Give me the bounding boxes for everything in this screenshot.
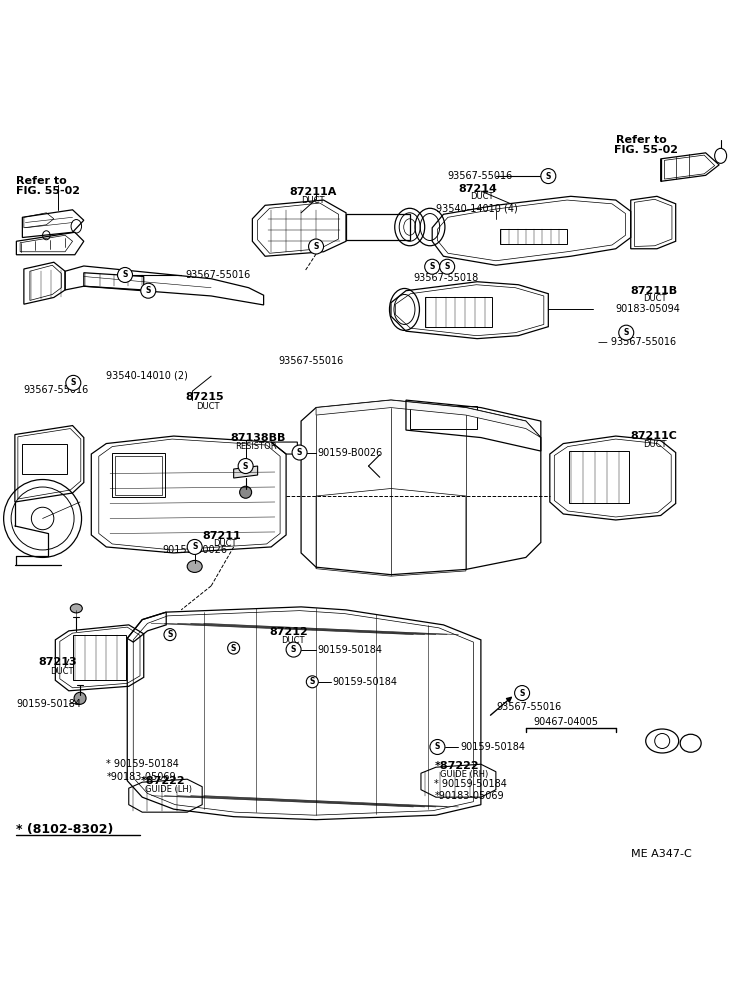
Circle shape <box>164 629 176 641</box>
Text: 90183-05094: 90183-05094 <box>616 305 681 314</box>
Circle shape <box>425 259 440 274</box>
Text: 87211A: 87211A <box>290 186 337 196</box>
Text: S: S <box>435 742 440 752</box>
Text: S: S <box>429 262 435 271</box>
Text: 90159-50184: 90159-50184 <box>460 742 525 752</box>
Circle shape <box>228 642 240 654</box>
Text: 93567-55016: 93567-55016 <box>278 356 344 366</box>
Text: S: S <box>146 287 151 296</box>
Ellipse shape <box>240 486 252 498</box>
Text: 93567-55016: 93567-55016 <box>447 171 512 182</box>
Text: S: S <box>167 630 173 639</box>
Text: *87222: *87222 <box>141 776 186 786</box>
Text: 87212: 87212 <box>270 627 308 637</box>
Bar <box>23 443 68 473</box>
Text: 87211B: 87211B <box>631 286 678 296</box>
Circle shape <box>306 676 318 687</box>
Text: 87213: 87213 <box>39 658 77 668</box>
Text: — 93567-55016: — 93567-55016 <box>598 336 676 346</box>
Circle shape <box>514 685 529 700</box>
Circle shape <box>430 739 445 755</box>
Polygon shape <box>316 400 541 437</box>
Text: 87138BB: 87138BB <box>230 433 285 442</box>
Circle shape <box>66 375 80 391</box>
Text: S: S <box>520 688 525 697</box>
Text: 93567-55016: 93567-55016 <box>496 702 561 712</box>
Ellipse shape <box>187 560 202 572</box>
Text: Refer to: Refer to <box>17 177 67 186</box>
Text: S: S <box>291 645 296 654</box>
Polygon shape <box>234 466 258 478</box>
Text: S: S <box>314 242 319 251</box>
Text: ME A347-C: ME A347-C <box>631 849 692 859</box>
Text: DUCT: DUCT <box>196 402 220 411</box>
Circle shape <box>187 540 202 555</box>
Circle shape <box>286 642 301 657</box>
Text: 93567-55016: 93567-55016 <box>185 270 250 280</box>
Text: 93540-14010 (4): 93540-14010 (4) <box>436 203 517 213</box>
Bar <box>112 452 165 498</box>
Text: *90183-05069: *90183-05069 <box>106 772 176 782</box>
Text: DUCT: DUCT <box>50 667 74 676</box>
Text: 90159-50184: 90159-50184 <box>332 677 398 686</box>
Text: *87222: *87222 <box>435 761 479 771</box>
Bar <box>73 635 126 681</box>
Text: 93567-55016: 93567-55016 <box>24 385 89 396</box>
Text: S: S <box>444 262 450 271</box>
Text: S: S <box>231 644 236 653</box>
Text: 87214: 87214 <box>459 184 497 193</box>
Text: S: S <box>123 271 128 280</box>
Text: GUIDE (LH): GUIDE (LH) <box>145 786 193 795</box>
Text: S: S <box>310 678 315 686</box>
Circle shape <box>541 169 556 184</box>
Text: 90159-B0026: 90159-B0026 <box>317 447 383 457</box>
Text: Refer to: Refer to <box>616 135 666 145</box>
Text: *90183-05069: *90183-05069 <box>435 791 504 801</box>
Text: 90159-50184: 90159-50184 <box>317 645 383 655</box>
Bar <box>499 229 567 244</box>
Text: S: S <box>243 461 248 470</box>
Text: * 90159-50184: * 90159-50184 <box>435 779 508 789</box>
Bar <box>115 455 162 494</box>
Circle shape <box>619 325 634 340</box>
Ellipse shape <box>74 692 86 704</box>
Text: S: S <box>71 378 76 387</box>
Bar <box>410 406 478 429</box>
Bar <box>425 297 492 326</box>
Text: FIG. 55-02: FIG. 55-02 <box>17 186 80 196</box>
Text: S: S <box>546 172 551 181</box>
Text: DUCT: DUCT <box>280 636 305 645</box>
Text: * 90159-50184: * 90159-50184 <box>106 759 179 769</box>
Text: DUCT: DUCT <box>643 439 666 448</box>
Text: S: S <box>297 448 302 457</box>
Text: DUCT: DUCT <box>471 191 494 200</box>
Circle shape <box>292 445 307 460</box>
Text: DUCT: DUCT <box>213 540 236 549</box>
Text: 87211: 87211 <box>202 531 241 541</box>
Text: 93567-55018: 93567-55018 <box>414 273 479 283</box>
Text: DUCT: DUCT <box>301 195 325 204</box>
Circle shape <box>117 268 132 283</box>
Text: FIG. 55-02: FIG. 55-02 <box>614 145 678 155</box>
Ellipse shape <box>71 604 82 613</box>
Text: GUIDE (RH): GUIDE (RH) <box>440 770 488 779</box>
Bar <box>569 451 629 504</box>
Text: 90159-50184: 90159-50184 <box>17 699 81 709</box>
Text: 87215: 87215 <box>185 392 223 402</box>
Text: 87211C: 87211C <box>631 432 678 441</box>
Circle shape <box>141 284 156 299</box>
Text: 90159-60026: 90159-60026 <box>162 545 227 555</box>
Circle shape <box>238 458 253 473</box>
Text: S: S <box>192 543 197 552</box>
Circle shape <box>440 259 455 274</box>
Text: 90467-04005: 90467-04005 <box>533 717 599 727</box>
Text: RESISTOR: RESISTOR <box>235 442 277 451</box>
Text: 93540-14010 (2): 93540-14010 (2) <box>106 370 188 380</box>
Circle shape <box>308 239 323 254</box>
Text: DUCT: DUCT <box>643 295 666 304</box>
Text: S: S <box>623 328 629 337</box>
Text: * (8102-8302): * (8102-8302) <box>17 823 114 836</box>
